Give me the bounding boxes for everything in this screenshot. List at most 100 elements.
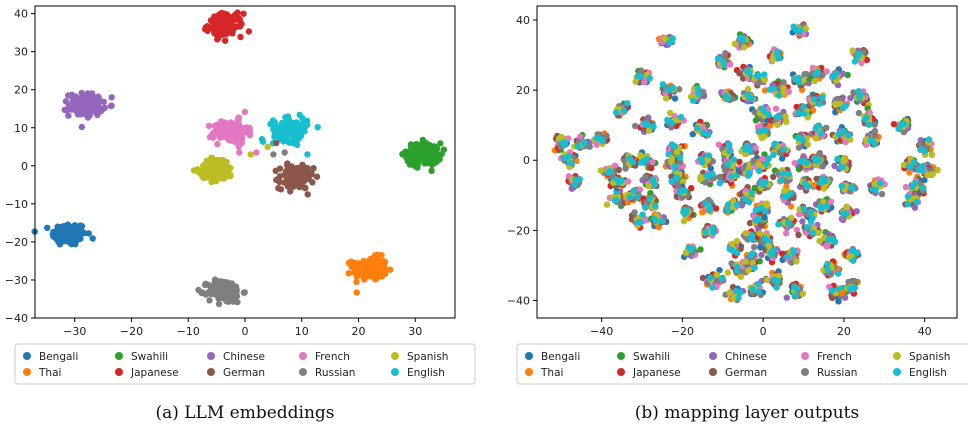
scatter-point-russian <box>819 163 826 170</box>
scatter-point-french <box>241 108 249 116</box>
scatter-point-english <box>784 253 791 260</box>
scatter-point-french <box>238 139 245 147</box>
y-tick-label: −40 <box>5 312 28 325</box>
scatter-point-english <box>759 105 766 112</box>
scatter-point-thai <box>372 276 379 283</box>
scatter-point-japanese <box>240 10 247 17</box>
scatter-point-bengali <box>85 230 92 237</box>
scatter-point-english <box>646 195 653 202</box>
scatter-point-english <box>747 95 755 103</box>
scatter-point-russian <box>206 297 213 304</box>
scatter-point-japanese <box>736 158 743 166</box>
scatter-point-english <box>850 257 857 264</box>
legend-marker-german <box>709 368 717 376</box>
scatter-point-french <box>231 120 238 128</box>
scatter-point-chinese <box>758 251 765 259</box>
scatter-point-english <box>664 116 671 124</box>
scatter-point-swahili <box>415 144 422 151</box>
scatter-point-russian <box>211 276 219 283</box>
scatter-point-bengali <box>689 131 696 138</box>
scatter-point-english <box>857 91 864 99</box>
scatter-point-english <box>707 205 714 212</box>
scatter-point-english <box>671 163 679 170</box>
legend-label-thai: Thai <box>38 367 61 379</box>
scatter-point-english <box>284 113 292 120</box>
scatter-point-german <box>699 274 707 282</box>
scatter-point-french <box>205 122 213 130</box>
scatter-point-swahili <box>419 136 426 144</box>
scatter-point-bengali <box>65 235 72 243</box>
scatter-point-russian <box>702 179 709 186</box>
scatter-point-english <box>576 176 583 183</box>
scatter-point-english <box>814 123 821 130</box>
legend-marker-russian <box>299 368 307 376</box>
scatter-point-russian <box>709 158 716 165</box>
scatter-point-english <box>565 153 572 160</box>
scatter-point-bengali <box>70 224 77 232</box>
x-tick-label: 20 <box>837 325 851 338</box>
scatter-point-bengali <box>53 231 60 239</box>
scatter-point-thai <box>348 258 355 265</box>
scatter-point-english <box>733 287 740 295</box>
x-tick-label: −20 <box>671 325 694 338</box>
scatter-point-french <box>752 144 759 152</box>
scatter-point-bengali <box>65 222 72 229</box>
scatter-point-spanish <box>209 157 216 164</box>
scatter-point-english <box>290 131 297 138</box>
scatter-point-chinese <box>95 93 102 100</box>
scatter-point-english <box>754 280 762 288</box>
scatter-point-german <box>739 75 747 82</box>
scatter-point-spanish <box>212 164 220 172</box>
scatter-point-english <box>718 275 725 282</box>
scatter-point-spanish <box>755 160 762 168</box>
scatter-point-english <box>795 75 803 82</box>
scatter-point-english <box>813 158 821 165</box>
scatter-point <box>264 143 271 150</box>
scatter-point-russian <box>803 71 810 78</box>
scatter-point-spanish <box>662 95 670 102</box>
scatter-point-german <box>284 180 292 187</box>
scatter-point-english <box>293 141 301 149</box>
scatter-point-english <box>790 247 797 254</box>
scatter-point-english <box>851 58 859 65</box>
scatter-point-spanish <box>815 229 822 237</box>
scatter-point-thai <box>381 270 389 277</box>
scatter-point-english <box>716 180 723 187</box>
scatter-point-thai <box>358 259 366 267</box>
scatter-point-french <box>218 121 226 129</box>
scatter-point-english <box>580 140 588 147</box>
x-tick-label: 40 <box>918 325 932 338</box>
scatter-point-german <box>305 175 312 182</box>
scatter-point-english <box>726 246 733 253</box>
y-tick-label: 40 <box>14 8 28 21</box>
scatter-point-english <box>659 81 667 88</box>
scatter-point-french <box>757 123 764 130</box>
scatter-point-german <box>290 173 297 180</box>
scatter-point-chinese <box>90 106 97 113</box>
scatter-point-english <box>762 126 769 134</box>
scatter-point-russian <box>751 244 758 251</box>
scatter-point-swahili <box>436 156 443 163</box>
legend-label-chinese: Chinese <box>223 351 265 363</box>
scatter-point-english <box>734 249 741 257</box>
scatter-point-english <box>747 252 754 259</box>
scatter-point-english <box>689 245 696 252</box>
scatter-point-english <box>834 155 841 163</box>
scatter-point-thai <box>378 252 385 259</box>
scatter-point-english <box>642 204 649 211</box>
scatter-point-spanish <box>774 121 781 128</box>
scatter-point-chinese <box>911 204 919 211</box>
scatter-point-russian <box>231 297 238 304</box>
scatter-point-english <box>744 68 751 75</box>
scatter-point-thai <box>387 266 394 273</box>
scatter-point-english <box>698 159 706 166</box>
scatter-point-english <box>733 201 741 209</box>
scatter-point-english <box>638 73 645 80</box>
scatter-point-english <box>676 189 684 196</box>
scatter-point-english <box>669 84 677 92</box>
y-tick-label: −20 <box>5 236 28 249</box>
y-tick-label: 40 <box>516 14 530 27</box>
scatter-point-russian <box>878 190 886 198</box>
scatter-point-english <box>807 208 814 216</box>
scatter-point-english <box>824 266 831 273</box>
